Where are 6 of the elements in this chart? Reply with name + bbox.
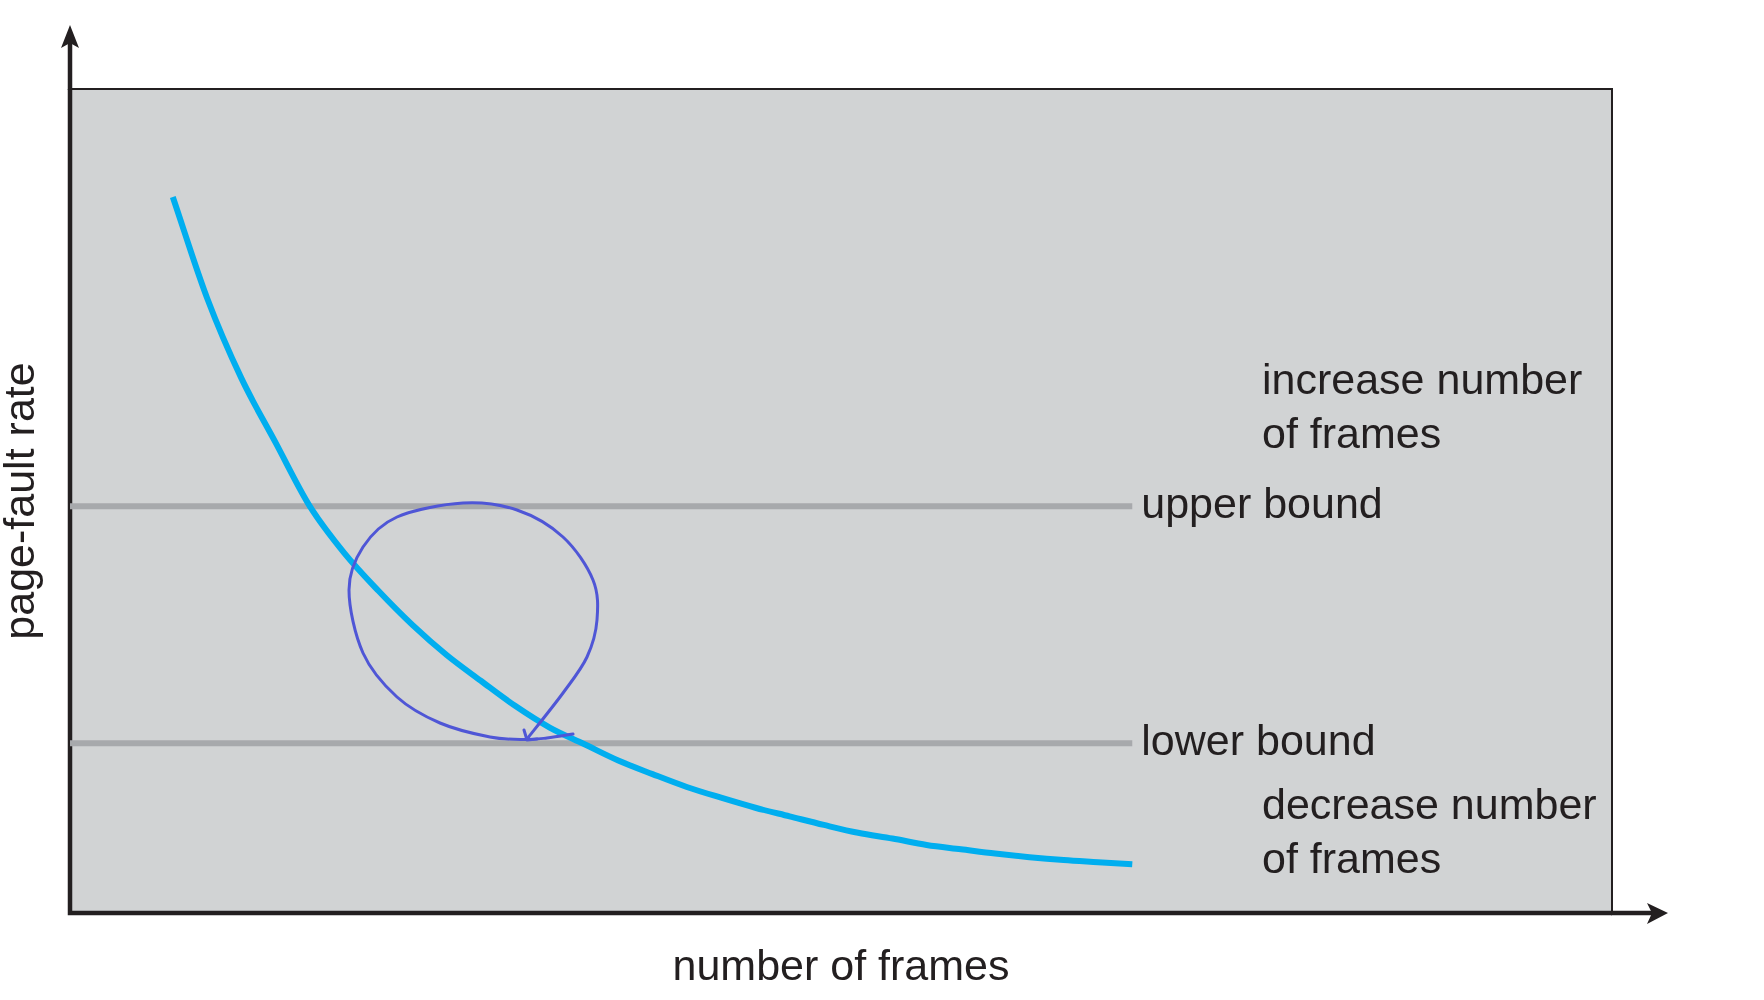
annotation: decrease number of frames (1262, 780, 1597, 883)
annotation: increase number of frames (1262, 355, 1583, 458)
ref-line-label: upper bound (1141, 479, 1383, 528)
ref-line-label: lower bound (1141, 716, 1376, 765)
x-axis-title: number of frames (672, 940, 1010, 989)
y-axis-title: page-fault rate (0, 362, 43, 640)
